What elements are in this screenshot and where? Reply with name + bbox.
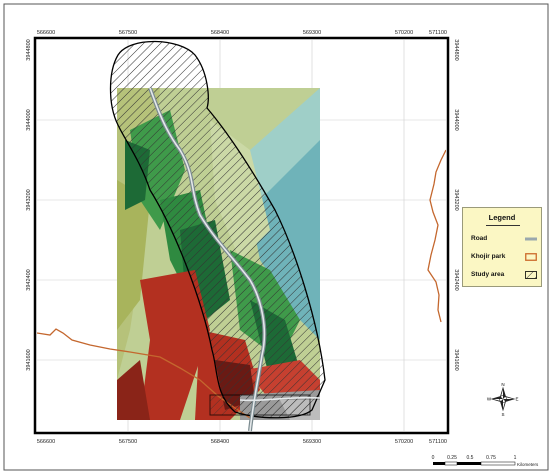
legend-label-study-area: Study area xyxy=(471,271,505,278)
y-label-left: 3944000 xyxy=(26,109,32,130)
y-label-right: 3941600 xyxy=(453,349,459,370)
study-area xyxy=(109,40,326,419)
scale-tick: 0.5 xyxy=(467,455,474,461)
y-label-left: 3941600 xyxy=(26,349,32,370)
x-label-bottom: 571100 xyxy=(429,439,447,445)
y-label-right: 3942400 xyxy=(453,269,459,290)
north-label: N xyxy=(501,382,504,387)
x-label-top: 569300 xyxy=(303,30,321,36)
study-area-edge xyxy=(209,394,311,416)
x-label-top: 570200 xyxy=(395,30,413,36)
scale-unit: Kilometers xyxy=(517,462,539,467)
x-label-bottom: 569300 xyxy=(303,439,321,445)
right-labels: 3944800 3944000 3943200 3942400 3941600 xyxy=(453,39,459,370)
x-label-top: 571100 xyxy=(429,30,447,36)
north-arrow-icon: N S E W xyxy=(487,382,519,417)
scale-tick: 1 xyxy=(514,455,517,461)
x-label-bottom: 567500 xyxy=(119,439,137,445)
scale-tick: 0 xyxy=(432,455,435,461)
y-label-left: 3944800 xyxy=(26,39,32,60)
page-border xyxy=(3,3,549,471)
scale-bar: 0 0.25 0.5 0.75 1 Kilometers xyxy=(432,455,539,467)
west-label: W xyxy=(487,397,492,402)
scale-tick: 0.25 xyxy=(447,455,457,461)
y-label-left: 3942400 xyxy=(26,269,32,290)
x-label-top: 568400 xyxy=(211,30,229,36)
y-label-right: 3944800 xyxy=(453,39,459,60)
south-label: S xyxy=(501,412,504,417)
x-label-top: 567500 xyxy=(119,30,137,36)
x-label-top: 566600 xyxy=(37,30,55,36)
top-labels: 566600 567500 568400 569300 570200 57110… xyxy=(37,30,447,36)
y-label-right: 3944000 xyxy=(453,109,459,130)
road-branch xyxy=(239,396,321,402)
y-label-right: 3943200 xyxy=(453,189,459,210)
legend: Legend Road Khojir park Study area xyxy=(462,207,542,287)
legend-label-road: Road xyxy=(471,235,488,242)
x-label-bottom: 566600 xyxy=(37,439,55,445)
legend-label-park: Khojir park xyxy=(471,253,506,260)
hatch-symbol-icon xyxy=(525,271,537,279)
x-label-bottom: 570200 xyxy=(395,439,413,445)
legend-title: Legend xyxy=(488,213,516,222)
left-labels: 3944800 3944000 3943200 3942400 3941600 xyxy=(26,39,32,370)
scale-tick: 0.75 xyxy=(486,455,496,461)
x-label-bottom: 568400 xyxy=(211,439,229,445)
bottom-labels: 566600 567500 568400 569300 570200 57110… xyxy=(37,439,447,445)
road xyxy=(149,87,266,432)
road-symbol-icon xyxy=(525,237,537,241)
park-boundary xyxy=(37,149,446,419)
park-symbol-icon xyxy=(525,253,537,261)
map-frame xyxy=(33,36,450,435)
y-label-left: 3943200 xyxy=(26,189,32,210)
legend-divider xyxy=(486,225,520,226)
east-label: E xyxy=(515,397,518,402)
